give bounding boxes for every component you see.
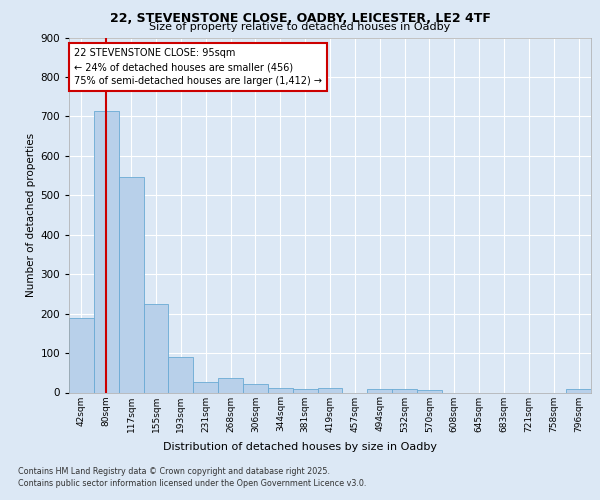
Bar <box>143 304 169 392</box>
Bar <box>566 389 591 392</box>
Bar <box>268 388 293 392</box>
Bar <box>193 382 218 392</box>
Bar <box>218 378 243 392</box>
Bar <box>94 112 119 392</box>
Bar <box>317 388 343 392</box>
Bar <box>119 176 143 392</box>
Bar <box>69 318 94 392</box>
Text: 22, STEVENSTONE CLOSE, OADBY, LEICESTER, LE2 4TF: 22, STEVENSTONE CLOSE, OADBY, LEICESTER,… <box>110 12 490 26</box>
Bar <box>169 357 193 392</box>
Text: 22 STEVENSTONE CLOSE: 95sqm
← 24% of detached houses are smaller (456)
75% of se: 22 STEVENSTONE CLOSE: 95sqm ← 24% of det… <box>74 48 322 86</box>
Text: Size of property relative to detached houses in Oadby: Size of property relative to detached ho… <box>149 22 451 32</box>
Bar <box>417 390 442 392</box>
Text: Distribution of detached houses by size in Oadby: Distribution of detached houses by size … <box>163 442 437 452</box>
Bar <box>367 390 392 392</box>
Bar <box>243 384 268 392</box>
Bar <box>392 388 417 392</box>
Text: Contains HM Land Registry data © Crown copyright and database right 2025.: Contains HM Land Registry data © Crown c… <box>18 468 330 476</box>
Y-axis label: Number of detached properties: Number of detached properties <box>26 133 36 297</box>
Bar <box>293 388 317 392</box>
Text: Contains public sector information licensed under the Open Government Licence v3: Contains public sector information licen… <box>18 479 367 488</box>
